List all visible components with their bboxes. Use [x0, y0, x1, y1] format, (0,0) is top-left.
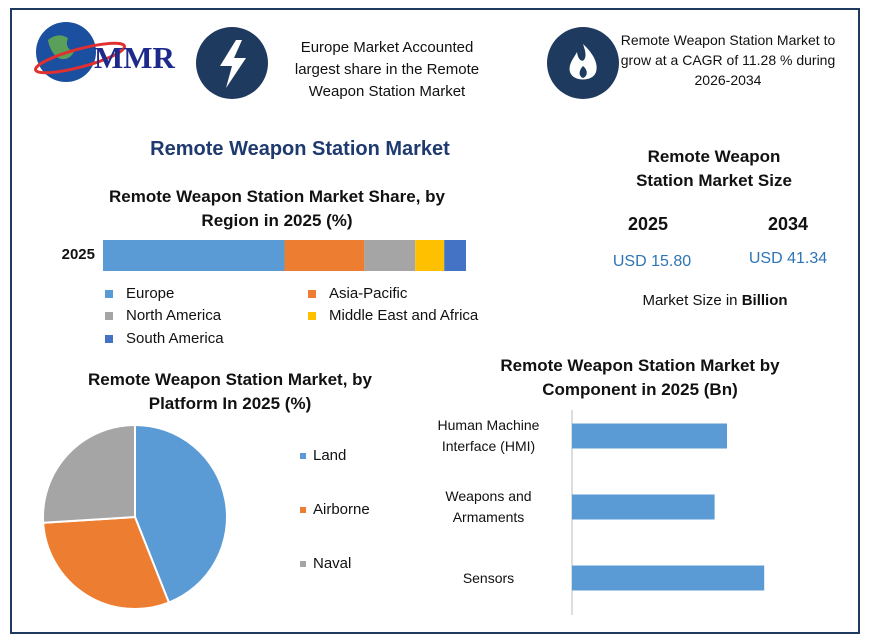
legend-swatch: [105, 290, 113, 298]
highlight: Remote Weapon Station Market to grow at …: [620, 32, 836, 88]
chart-title: Remote Weapon Station Market, by Platfor…: [87, 370, 372, 413]
bar-segment: [103, 240, 285, 271]
pie-slice: [134, 423, 228, 604]
bar: [572, 423, 727, 449]
legend-label: North America: [126, 307, 222, 324]
bar-segment: [444, 240, 466, 271]
pie-slice: [42, 515, 171, 610]
bolt-glyph: [220, 40, 246, 88]
legend-label: Asia-Pacific: [329, 285, 408, 302]
legend-swatch: [308, 312, 316, 320]
category-label: Human Machine Interface (HMI): [437, 417, 540, 454]
legend-swatch: [105, 312, 113, 320]
size-unit: Market Size in Billion: [600, 292, 830, 309]
legend-label: South America: [126, 330, 224, 347]
pie-slice: [42, 423, 136, 524]
main-title: Remote Weapon Station Market: [150, 138, 450, 160]
legend-swatch: [300, 507, 306, 513]
legend-swatch: [308, 290, 316, 298]
size-title: Remote Weapon Station Market Size: [636, 147, 792, 190]
size-unit-name: Billion: [741, 292, 788, 309]
size-year: 2034: [767, 214, 809, 234]
category-label: Sensors: [462, 569, 515, 586]
legend-swatch: [300, 453, 306, 459]
legend-swatch: [105, 335, 113, 343]
logo-globe: [34, 22, 126, 82]
frame: [10, 8, 860, 634]
logo-text: MMR: [94, 40, 175, 75]
category-label: Weapons and Armaments: [445, 488, 532, 525]
bar-segment: [284, 240, 365, 271]
size-value: USD 15.80: [612, 253, 692, 270]
chart-title: Remote Weapon Station Market Share, by R…: [109, 187, 445, 230]
flame-glyph: [569, 44, 597, 80]
legend-label: Airborne: [313, 501, 370, 518]
legend-swatch: [300, 561, 306, 567]
category-label: 2025: [61, 246, 95, 263]
bar: [572, 494, 715, 520]
size-unit-label: Market Size in: [642, 292, 738, 309]
legend-label: Middle East and Africa: [329, 307, 479, 324]
legend-label: Naval: [313, 555, 352, 572]
highlight: Europe Market Accounted largest share in…: [294, 39, 480, 100]
bar: [572, 565, 765, 591]
flame-core: [579, 66, 587, 78]
legend-label: Europe: [126, 285, 175, 302]
size-year: 2025: [627, 214, 669, 234]
chart-title: Remote Weapon Station Market by Componen…: [500, 356, 780, 399]
size-value: USD 41.34: [748, 250, 828, 267]
bar-segment: [415, 240, 445, 271]
bar-segment: [364, 240, 416, 271]
legend-label: Land: [313, 447, 347, 464]
